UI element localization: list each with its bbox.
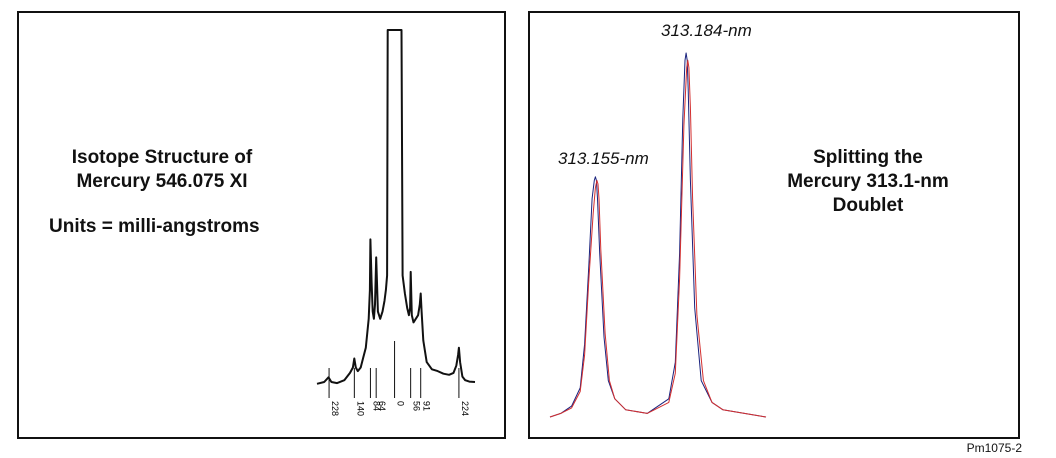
isotope-tick-label-228: 228 (330, 401, 340, 416)
isotope-tick-label-224: 224 (460, 401, 470, 416)
doublet-title-line-3: Doublet (832, 195, 904, 216)
isotope-structure-panel: Isotope Structure of Mercury 546.075 XI … (17, 11, 506, 439)
isotope-trace-0 (316, 29, 476, 385)
isotope-tick-label-84: 84 (371, 401, 381, 411)
isotope-tick-label-91: 91 (422, 401, 432, 411)
isotope-tick-label-56: 56 (412, 401, 422, 411)
figure-id: Pm1075-2 (966, 441, 1022, 455)
isotope-tick-label-140: 140 (355, 401, 365, 416)
doublet-chart-title: Splitting the Mercury 313.1-nm Doublet (768, 146, 968, 218)
doublet-splitting-panel: 313.155-nm 313.184-nm Splitting the Merc… (528, 11, 1020, 439)
isotope-title-line-1: Isotope Structure of (71, 147, 253, 168)
isotope-chart-title: Isotope Structure of Mercury 546.075 XI (47, 146, 277, 194)
doublet-title-line-1: Splitting the (813, 147, 923, 168)
doublet-trace-0 (549, 52, 767, 418)
doublet-spectrum-plot (549, 52, 767, 418)
isotope-tick-label-0: 0 (396, 401, 406, 406)
peak-label-313-184: 313.184-nm (661, 21, 752, 40)
doublet-trace-1 (549, 59, 767, 418)
isotope-tick-label-64: 64 (377, 401, 387, 411)
isotope-title-line-2: Mercury 546.075 XI (76, 171, 248, 192)
peak-label-313-155: 313.155-nm (558, 149, 649, 168)
isotope-units-label: Units = milli-angstroms (49, 216, 260, 237)
doublet-title-line-2: Mercury 313.1-nm (787, 171, 949, 192)
